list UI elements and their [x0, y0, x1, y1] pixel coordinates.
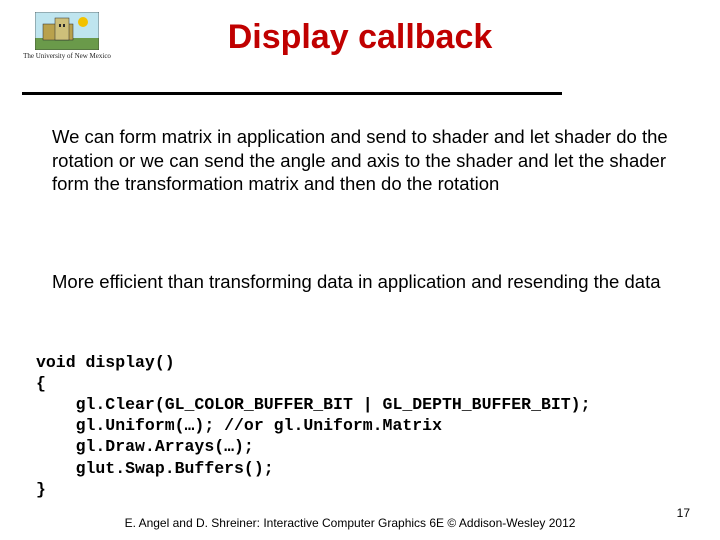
footer-credit: E. Angel and D. Shreiner: Interactive Co…	[60, 516, 640, 530]
slide-number: 17	[677, 506, 690, 520]
slide: The University of New Mexico Display cal…	[0, 0, 720, 540]
title-underline	[22, 92, 562, 95]
code-block: void display() { gl.Clear(GL_COLOR_BUFFE…	[36, 352, 696, 500]
paragraph-1: We can form matrix in application and se…	[52, 125, 672, 196]
slide-title: Display callback	[0, 18, 720, 57]
paragraph-2: More efficient than transforming data in…	[52, 270, 672, 294]
